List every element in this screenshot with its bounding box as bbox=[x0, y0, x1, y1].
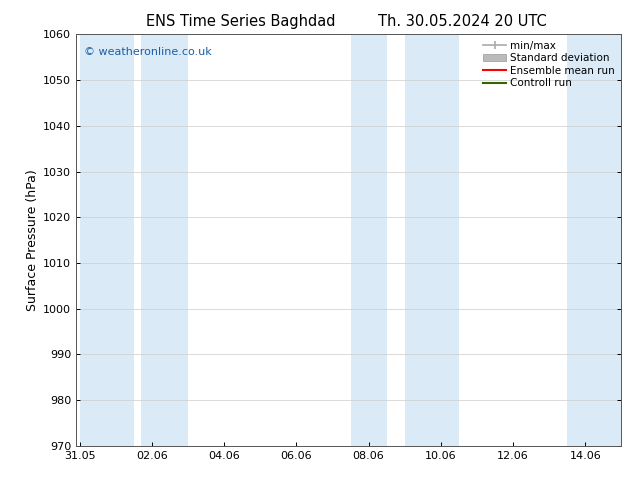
Text: © weatheronline.co.uk: © weatheronline.co.uk bbox=[84, 47, 212, 57]
Legend: min/max, Standard deviation, Ensemble mean run, Controll run: min/max, Standard deviation, Ensemble me… bbox=[479, 36, 619, 93]
Y-axis label: Surface Pressure (hPa): Surface Pressure (hPa) bbox=[26, 169, 39, 311]
Text: Th. 30.05.2024 20 UTC: Th. 30.05.2024 20 UTC bbox=[378, 14, 547, 29]
Bar bbox=[80, 34, 134, 446]
Text: ENS Time Series Baghdad: ENS Time Series Baghdad bbox=[146, 14, 335, 29]
Bar bbox=[141, 34, 188, 446]
Bar bbox=[567, 34, 621, 446]
Bar bbox=[351, 34, 387, 446]
Bar bbox=[404, 34, 459, 446]
